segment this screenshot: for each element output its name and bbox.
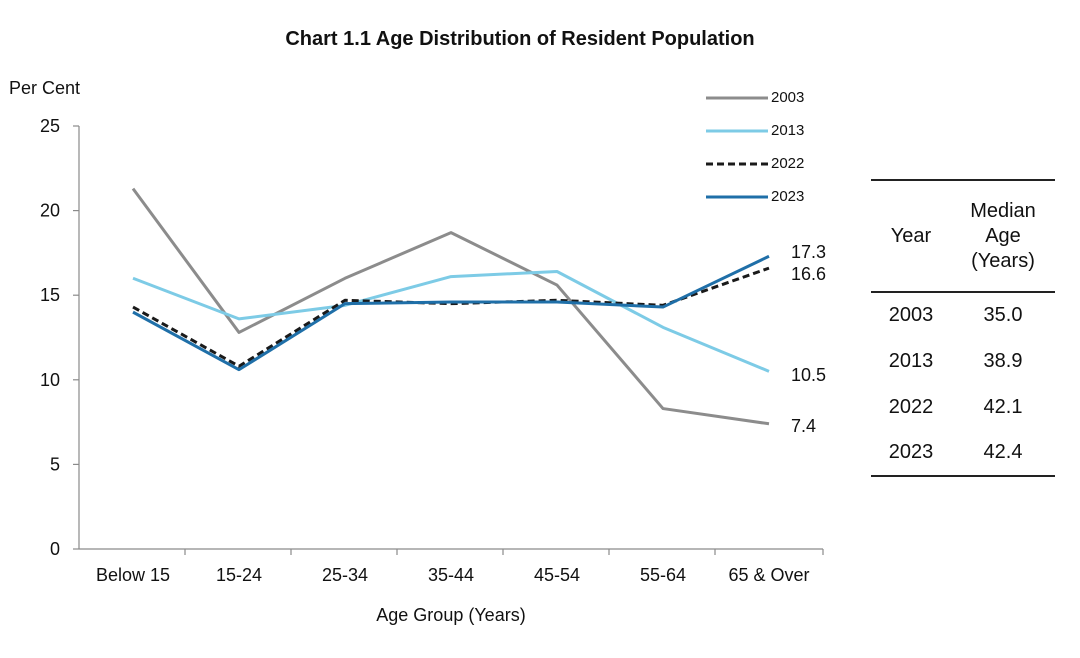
table-header-row: Year Median Age (Years) bbox=[871, 180, 1055, 292]
table-row: 2023 42.4 bbox=[871, 430, 1055, 476]
x-tick-label: Below 15 bbox=[96, 565, 170, 585]
cell-median-age: 35.0 bbox=[983, 304, 1023, 326]
y-tick-label: 25 bbox=[40, 116, 60, 136]
cell-year: 2023 bbox=[888, 441, 934, 463]
cell-year: 2022 bbox=[888, 395, 934, 418]
legend-label: 2022 bbox=[771, 155, 805, 172]
end-value-label-2022: 16.6 bbox=[791, 264, 826, 284]
legend-swatch bbox=[706, 129, 768, 133]
x-tick-label: 45-54 bbox=[534, 565, 580, 585]
header-median-age: Median Age (Years) bbox=[970, 199, 1036, 272]
table-row: 2003 35.0 bbox=[871, 292, 1055, 338]
legend-label: 2003 bbox=[771, 89, 805, 106]
end-value-label-2013: 10.5 bbox=[791, 365, 826, 385]
legend-item-2023: 2023 bbox=[704, 187, 834, 220]
end-value-label-2003: 7.4 bbox=[791, 416, 816, 436]
x-tick-label: 65 & Over bbox=[728, 565, 809, 585]
table-row: 2013 38.9 bbox=[871, 338, 1055, 384]
cell-median-age: 38.9 bbox=[983, 349, 1023, 372]
y-tick-label: 5 bbox=[50, 454, 60, 474]
legend-item-2003: 2003 bbox=[704, 88, 834, 121]
legend-label: 2013 bbox=[771, 122, 805, 139]
chart-title: Chart 1.1 Age Distribution of Resident P… bbox=[285, 28, 755, 50]
median-age-table: Year Median Age (Years) 2003 35.0 2013 38.9 20… bbox=[871, 179, 1055, 477]
legend-item-2022: 2022 bbox=[704, 154, 834, 187]
legend-swatch bbox=[706, 162, 768, 166]
legend-swatch bbox=[706, 195, 768, 199]
legend-swatch bbox=[706, 96, 768, 100]
y-tick-label: 0 bbox=[50, 539, 60, 559]
series-line-2003 bbox=[131, 187, 770, 426]
chart-legend: 2003 2013 2022 2023 bbox=[704, 88, 834, 220]
x-tick-label: 15-24 bbox=[216, 565, 262, 585]
series-line-2013 bbox=[132, 270, 770, 373]
legend-item-2013: 2013 bbox=[704, 121, 834, 154]
x-tick-label: 55-64 bbox=[640, 565, 686, 585]
y-axis-label: Per Cent bbox=[9, 78, 81, 98]
legend-label: 2023 bbox=[771, 188, 805, 205]
cell-median-age: 42.4 bbox=[983, 441, 1023, 463]
cell-year: 2013 bbox=[888, 349, 934, 372]
y-tick-label: 20 bbox=[40, 201, 60, 221]
x-tick-label: 35-44 bbox=[428, 565, 474, 585]
x-axis-label: Age Group (Years) bbox=[376, 605, 526, 625]
series-line-2023 bbox=[132, 254, 770, 372]
table-row: 2022 42.1 bbox=[871, 384, 1055, 430]
y-tick-label: 15 bbox=[40, 285, 60, 305]
series-line-2022 bbox=[132, 266, 770, 368]
cell-median-age: 42.1 bbox=[983, 395, 1023, 418]
end-value-label-2023: 17.3 bbox=[791, 242, 826, 262]
cell-year: 2003 bbox=[888, 304, 934, 326]
y-tick-label: 10 bbox=[40, 370, 60, 390]
x-tick-label: 25-34 bbox=[322, 565, 368, 585]
header-year: Year bbox=[890, 224, 932, 247]
